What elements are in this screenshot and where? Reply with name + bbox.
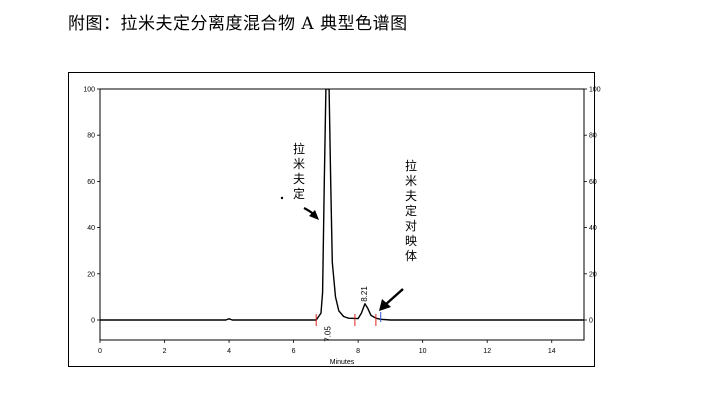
annotation-enantiomer-char: 米	[405, 174, 417, 188]
annotation-enantiomer-char: 映	[405, 234, 417, 248]
annotation-lamivudine-char: 米	[293, 157, 305, 171]
peak-label: 8.21	[360, 286, 369, 302]
y-tick-label-right: 100	[589, 87, 601, 94]
x-tick-label: 14	[548, 348, 556, 355]
chart-frame	[68, 72, 595, 367]
y-tick-label-left: 100	[83, 87, 95, 94]
y-tick-label-left: 40	[87, 225, 95, 232]
x-tick-label: 4	[227, 348, 231, 355]
x-tick-label: 2	[163, 348, 167, 355]
series-line-0	[100, 89, 584, 321]
annotation-lamivudine: 拉米夫定	[293, 141, 305, 201]
x-tick-label: 0	[98, 348, 102, 355]
chart-title: 附图：拉米夫定分离度混合物 A 典型色谱图	[68, 14, 408, 34]
x-tick-label: 10	[419, 348, 427, 355]
y-tick-label-right: 20	[589, 271, 597, 278]
annotation-enantiomer-char: 对	[405, 219, 417, 233]
y-tick-label-right: 80	[589, 133, 597, 140]
y-tick-label-right: 60	[589, 179, 597, 186]
y-tick-label-left: 60	[87, 179, 95, 186]
annotation-enantiomer-char: 拉	[405, 158, 417, 173]
annotation-lamivudine-char: 夫	[293, 172, 305, 186]
annotation-lamivudine-char: 定	[293, 186, 305, 201]
arrow-enantiomer-head	[379, 299, 391, 311]
annotation-enantiomer-char: 体	[405, 249, 417, 263]
x-tick-label: 6	[292, 348, 296, 355]
y-tick-label-left: 80	[87, 133, 95, 140]
annotation-enantiomer-char: 夫	[405, 189, 417, 203]
arrow-enantiomer-shaft	[384, 288, 404, 306]
y-tick-label-right: 0	[589, 318, 593, 325]
peak-label: 7.05	[323, 326, 332, 342]
y-tick-label-left: 0	[91, 318, 95, 325]
annotation-lamivudine-char: 拉	[293, 141, 305, 156]
x-tick-label: 12	[483, 348, 491, 355]
annotation-enantiomer-char: 定	[405, 203, 417, 218]
plot-area	[99, 88, 585, 341]
arrow-lamivudine-head	[309, 210, 319, 220]
x-tick-label: 8	[356, 348, 360, 355]
y-tick-label-left: 20	[87, 271, 95, 278]
x-axis-label: Minutes	[330, 359, 355, 366]
stray-dot	[280, 196, 284, 200]
y-tick-label-right: 40	[589, 225, 597, 232]
